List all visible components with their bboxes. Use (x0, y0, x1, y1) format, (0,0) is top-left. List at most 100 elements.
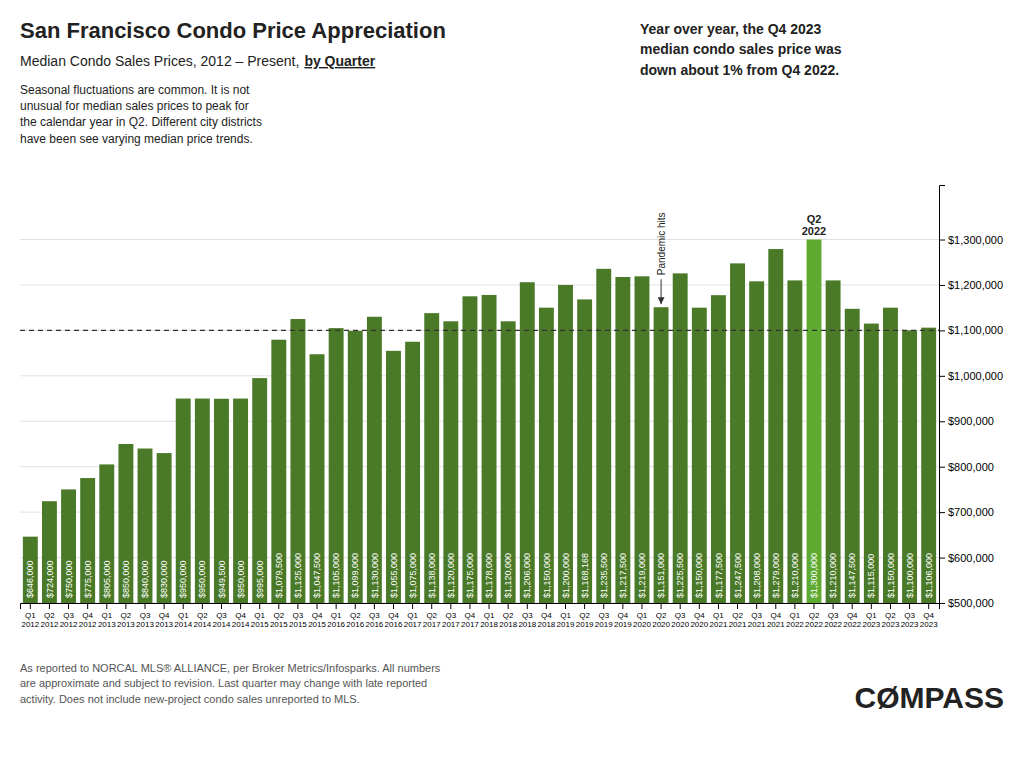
text-line: Q1 (254, 611, 265, 620)
axis-domain (940, 186, 946, 604)
x-tick-label: Q22018 (499, 611, 517, 629)
x-tick: Q32019 (595, 603, 613, 629)
text-line: Q2 (350, 611, 361, 620)
bar (290, 319, 305, 603)
text-line: Q3 (598, 611, 609, 620)
bar (176, 399, 191, 603)
tick-mark (756, 603, 757, 609)
text-line: Q1 (484, 611, 495, 620)
tick-mark (871, 603, 872, 609)
text-line: As reported to NORCAL MLS® ALLIANCE, per… (20, 662, 441, 674)
x-tick-label: Q12015 (251, 611, 269, 629)
data-label: $995,000 (255, 560, 265, 598)
tick-mark (145, 603, 146, 609)
tick-mark (699, 603, 700, 609)
data-label: $1,147,500 (847, 553, 857, 598)
x-tick-label: Q32017 (442, 611, 460, 629)
tick-mark (718, 603, 719, 609)
data-label: $1,055,000 (389, 553, 399, 598)
tick-mark (737, 603, 738, 609)
x-tick-label: Q32014 (213, 611, 231, 629)
x-tick: Q22013 (117, 603, 135, 629)
x-tick-label: Q42018 (538, 611, 556, 629)
text-line: 2016 (327, 620, 345, 629)
bar (845, 309, 860, 603)
bar (348, 331, 363, 603)
text-line: 2016 (385, 620, 403, 629)
bar (501, 321, 516, 603)
tick-mark (939, 603, 945, 604)
bar (615, 277, 630, 603)
text-line: Q2 (807, 213, 822, 225)
text-line: Q4 (159, 611, 170, 620)
x-tick: Q32021 (748, 603, 766, 629)
x-tick-label: Q12018 (480, 611, 498, 629)
data-label: $724,000 (45, 560, 55, 598)
text-line: 2022 (843, 620, 861, 629)
x-tick: Q12023 (862, 603, 880, 629)
x-tick: Q22023 (882, 603, 900, 629)
x-tick-label: Q42023 (920, 611, 938, 629)
data-label: $1,138,000 (427, 553, 437, 598)
x-tick-label: Q32013 (136, 611, 154, 629)
x-tick-label: Q32015 (289, 611, 307, 629)
data-label: $1,105,000 (331, 553, 341, 598)
data-label: $840,000 (140, 560, 150, 598)
x-tick-label: Q42021 (767, 611, 785, 629)
data-label: $1,151,000 (656, 553, 666, 598)
text-line: Q2 (885, 611, 896, 620)
text-line: Q1 (331, 611, 342, 620)
text-line: 2013 (136, 620, 154, 629)
data-label: $1,120,000 (446, 553, 456, 598)
text-line: Seasonal fluctuations are common. It is … (20, 83, 250, 97)
text-line: Q4 (541, 611, 552, 620)
data-label: $1,225,500 (675, 553, 685, 598)
bar (883, 308, 898, 603)
bar (558, 285, 573, 603)
tick-mark (30, 603, 31, 609)
tick-mark (775, 603, 776, 609)
text-line: 2013 (98, 620, 116, 629)
x-tick-label: Q22015 (270, 611, 288, 629)
x-tick: Q22015 (270, 603, 288, 629)
x-tick-label: Q22023 (882, 611, 900, 629)
text-line: 2019 (595, 620, 613, 629)
bar (482, 295, 497, 603)
data-label: $1,210,000 (828, 553, 838, 598)
text-line: Q4 (388, 611, 399, 620)
x-tick-label: Q42022 (843, 611, 861, 629)
text-line: Q1 (790, 611, 801, 620)
x-tick-label: Q22022 (805, 611, 823, 629)
text-line: Q2 (44, 611, 55, 620)
bar (443, 321, 458, 603)
text-line: 2018 (518, 620, 536, 629)
text-line: 2015 (251, 620, 269, 629)
tick-mark (813, 603, 814, 609)
x-tick: Q32022 (824, 603, 842, 629)
text-line: Q3 (63, 611, 74, 620)
reference-line (20, 330, 939, 331)
x-tick: Q22021 (729, 603, 747, 629)
tick-mark (336, 603, 337, 609)
text-line: 2014 (174, 620, 192, 629)
data-label: $646,000 (25, 560, 35, 598)
x-tick-label: Q32019 (595, 611, 613, 629)
data-label: $1,115,000 (866, 554, 876, 598)
tick-mark (431, 603, 432, 609)
text-line: 2012 (21, 620, 39, 629)
data-label: $1,206,000 (522, 553, 532, 598)
x-tick-label: Q22020 (652, 611, 670, 629)
tick-mark (393, 603, 394, 609)
x-tick-label: Q12014 (174, 611, 192, 629)
tick-mark (183, 603, 184, 609)
y-tick: $800,000 (939, 461, 994, 473)
text-line: Q4 (923, 611, 934, 620)
tick-mark (297, 603, 298, 609)
text-line: 2019 (576, 620, 594, 629)
x-tick-label: Q22021 (729, 611, 747, 629)
text-line: 2018 (499, 620, 517, 629)
data-label: $1,125,000 (293, 553, 303, 598)
x-tick: Q22014 (193, 603, 211, 629)
data-labels: $646,000$724,000$750,000$775,000$805,000… (25, 553, 933, 598)
text-line: 2023 (901, 620, 919, 629)
